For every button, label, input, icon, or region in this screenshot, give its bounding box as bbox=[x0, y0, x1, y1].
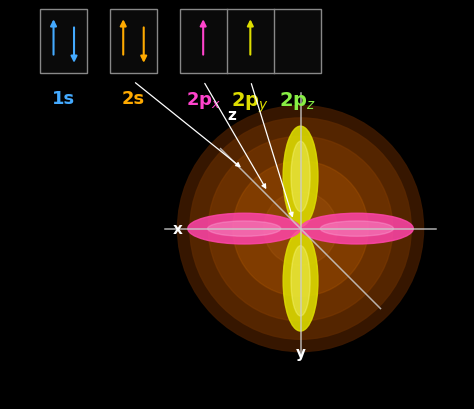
Bar bbox=[180, 10, 321, 74]
Text: y: y bbox=[296, 345, 306, 360]
Ellipse shape bbox=[283, 127, 318, 227]
Ellipse shape bbox=[208, 221, 281, 237]
Ellipse shape bbox=[291, 142, 310, 212]
Ellipse shape bbox=[291, 246, 310, 316]
Text: 2p$_x$: 2p$_x$ bbox=[186, 90, 221, 111]
Text: 2p$_y$: 2p$_y$ bbox=[231, 90, 269, 115]
Text: x: x bbox=[173, 222, 182, 236]
Ellipse shape bbox=[233, 162, 368, 297]
Ellipse shape bbox=[264, 192, 337, 266]
Text: 1s: 1s bbox=[52, 90, 75, 108]
Text: z: z bbox=[227, 108, 236, 123]
Ellipse shape bbox=[301, 213, 413, 244]
Bar bbox=[110, 10, 157, 74]
Ellipse shape bbox=[320, 221, 393, 237]
Ellipse shape bbox=[283, 231, 318, 331]
Bar bbox=[40, 10, 87, 74]
Text: 2p$_z$: 2p$_z$ bbox=[279, 90, 316, 112]
Ellipse shape bbox=[190, 119, 411, 339]
Ellipse shape bbox=[208, 137, 393, 321]
Ellipse shape bbox=[188, 213, 301, 244]
Ellipse shape bbox=[178, 106, 424, 352]
Text: 2s: 2s bbox=[122, 90, 145, 108]
